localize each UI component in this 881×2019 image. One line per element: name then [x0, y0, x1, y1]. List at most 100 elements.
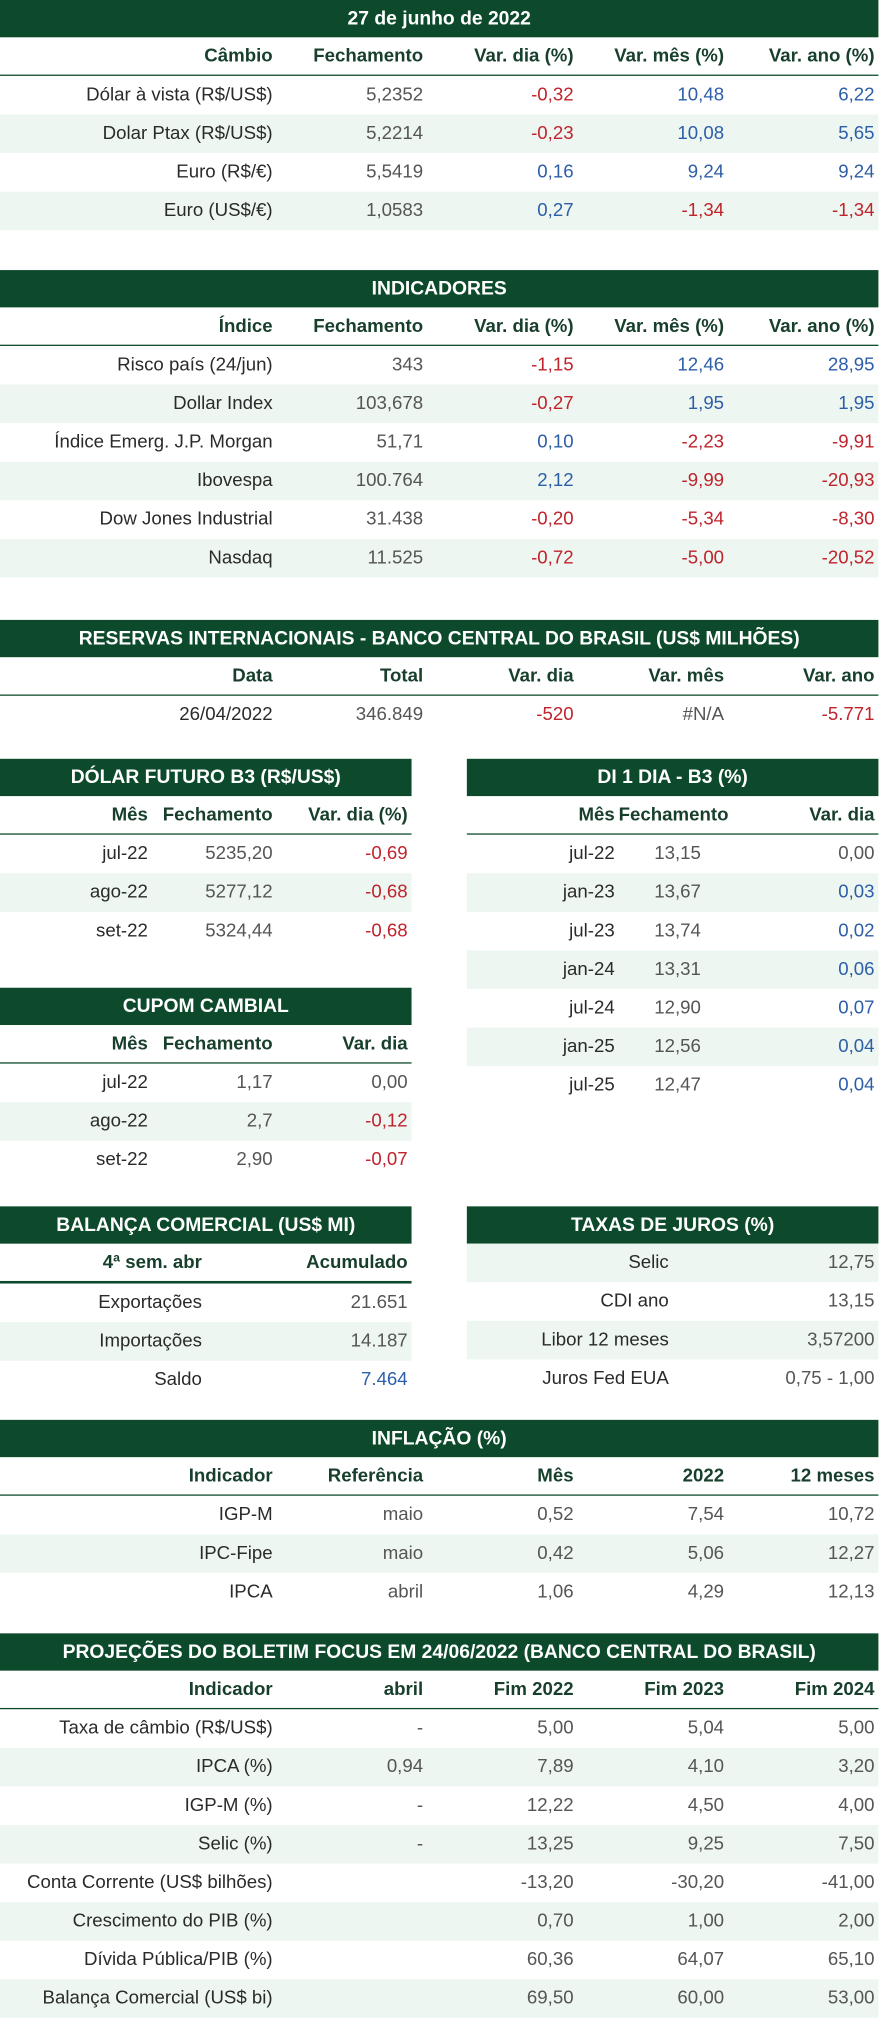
row-label: Saldo [154, 1369, 202, 1391]
row-label: Dólar à vista (R$/US$) [86, 84, 273, 106]
cell-value: -13,20 [520, 1872, 574, 1894]
column-header: 4ª sem. abr [102, 1252, 202, 1274]
cell-value: 5,00 [838, 1718, 875, 1739]
cell-value: -5,34 [681, 509, 725, 530]
cell-value: - [416, 1795, 424, 1816]
cell-value: 5,2214 [366, 123, 424, 145]
cell-value: 12,22 [526, 1795, 574, 1816]
cell-value [277, 1902, 427, 1941]
cell-value: 31.438 [366, 509, 424, 530]
cell-value: 0,07 [838, 998, 875, 1019]
row-label: Dow Jones Industrial [99, 509, 273, 530]
cell-value [277, 1979, 427, 2018]
cell-value: -41,00 [821, 1872, 875, 1894]
row-label: Dolar Ptax (R$/US$) [102, 123, 273, 145]
column-header: abril [383, 1679, 424, 1701]
cell-value: 0,04 [838, 1075, 875, 1096]
row-label: Taxa de câmbio (R$/US$) [59, 1718, 273, 1739]
section-title: BALANÇA COMERCIAL (US$ MI) [0, 1206, 412, 1244]
cell-value: 4,29 [687, 1581, 725, 1603]
column-header: Fechamento [162, 1034, 273, 1055]
cell-value: 9,24 [687, 162, 725, 183]
column-header-row: Câmbio Fechamento Var. dia (%) Var. mês (%)… [0, 37, 879, 76]
column-header: Fim 2023 [644, 1679, 725, 1701]
cell-value: 10,08 [677, 123, 725, 145]
table-row: Selic (%) - 13,25 9,25 7,50 [0, 1824, 879, 1864]
cell-value: 10,48 [677, 84, 725, 106]
row-label: Dívida Pública/PIB (%) [84, 1949, 273, 1971]
column-header-row: Mês Fechamento Var. dia [0, 1025, 412, 1064]
row-label: jan-25 [562, 1036, 615, 1058]
table-row: Dolar Ptax (R$/US$) 5,2214 -0,23 10,08 5,65 [0, 114, 879, 154]
cell-value: - [416, 1833, 424, 1855]
row-label: Euro (R$/€) [176, 162, 273, 183]
column-header: Var. mês (%) [614, 316, 725, 337]
cell-value: 12,27 [827, 1543, 875, 1564]
column-header-row: Mês Fechamento Var. dia (%) [0, 796, 412, 835]
cell-value: -5.771 [821, 704, 875, 726]
row-label: jan-24 [562, 959, 615, 981]
cell-value: 5,00 [537, 1718, 574, 1739]
table-row: Risco país (24/jun) 343 -1,15 12,46 28,95 [0, 346, 878, 385]
table-row: Ibovespa 100.764 2,12 -9,99 -20,93 [0, 461, 879, 501]
column-header: Fechamento [313, 46, 424, 67]
row-label: IPCA [229, 1581, 273, 1603]
row-label: Índice Emerg. J.P. Morgan [54, 432, 273, 453]
table-row: CDI ano 13,15 [467, 1282, 879, 1321]
cell-value: 10,72 [827, 1504, 875, 1526]
table-row: IGP-M (%) - 12,22 4,50 4,00 [0, 1786, 878, 1825]
cell-value: 5,06 [687, 1543, 725, 1564]
table-row: Nasdaq 11.525 -0,72 -5,00 -20,52 [0, 538, 879, 578]
cell-value: 13,25 [526, 1833, 574, 1855]
column-header-row: Indicador Referência Mês 2022 12 meses [0, 1457, 879, 1496]
cell-value: abril [387, 1581, 424, 1603]
reservas-table: RESERVAS INTERNACIONAIS - BANCO CENTRAL … [0, 619, 879, 734]
column-header: Data [232, 666, 273, 687]
section-title: DI 1 DIA - B3 (%) [466, 758, 879, 797]
cell-value: 4,50 [687, 1795, 725, 1816]
cell-value: 13,15 [654, 843, 701, 865]
column-header: Indicador [188, 1466, 273, 1487]
row-label: Selic [628, 1252, 669, 1274]
column-header: Fim 2022 [493, 1679, 574, 1701]
column-header: Câmbio [204, 46, 273, 67]
cell-value: 0,70 [537, 1911, 574, 1932]
cell-value: 7.464 [361, 1369, 408, 1391]
table-row: Dollar Index 103,678 -0,27 1,95 1,95 [0, 384, 879, 424]
column-header: Var. ano (%) [768, 46, 875, 67]
cambio-table: 27 de junho de 2022 Câmbio Fechamento Var. … [0, 0, 879, 231]
cell-value: 7,50 [838, 1833, 875, 1855]
focus-table: PROJEÇÕES DO BOLETIM FOCUS EM 24/06/2022… [0, 1633, 879, 2018]
cell-value: 2,7 [246, 1111, 273, 1132]
cell-value: 21.651 [350, 1292, 408, 1314]
row-label: Crescimento do PIB (%) [72, 1911, 273, 1932]
table-row: Juros Fed EUA 0,75 - 1,00 [467, 1359, 879, 1398]
table-row: IGP-M maio 0,52 7,54 10,72 [0, 1496, 878, 1535]
cell-value: -0,23 [531, 123, 574, 145]
cell-value: 1,95 [838, 393, 875, 415]
cell-value: 9,24 [838, 162, 875, 183]
table-row: Crescimento do PIB (%) 0,70 1,00 2,00 [0, 1902, 879, 1941]
cell-value: 0,27 [537, 200, 574, 222]
table-row: jan-23 13,67 0,03 [466, 873, 879, 912]
column-header: 2022 [682, 1466, 725, 1487]
row-label: jan-23 [562, 882, 615, 903]
row-label: Ibovespa [196, 470, 273, 492]
cell-value: -1,34 [681, 200, 725, 222]
column-header-row: Data Total Var. dia Var. mês Var. ano [0, 657, 879, 696]
cell-value [277, 1864, 427, 1903]
cell-value: maio [382, 1543, 424, 1564]
cell-value: 3,57200 [807, 1329, 875, 1351]
cell-value: 343 [391, 354, 424, 376]
cell-value: -0,69 [365, 843, 408, 865]
cell-value: 60,36 [526, 1949, 574, 1971]
table-row: Dívida Pública/PIB (%) 60,36 64,07 65,10 [0, 1941, 878, 1980]
row-label: Risco país (24/jun) [117, 354, 273, 376]
cell-value: -20,52 [821, 547, 875, 569]
table-row: jul-22 1,17 0,00 [0, 1064, 412, 1103]
column-header: Fechamento [313, 316, 424, 337]
column-header: Índice [218, 316, 273, 337]
cell-value: 51,71 [376, 432, 424, 453]
table-row: Saldo 7.464 [0, 1361, 412, 1400]
row-label: Dollar Index [173, 393, 273, 415]
